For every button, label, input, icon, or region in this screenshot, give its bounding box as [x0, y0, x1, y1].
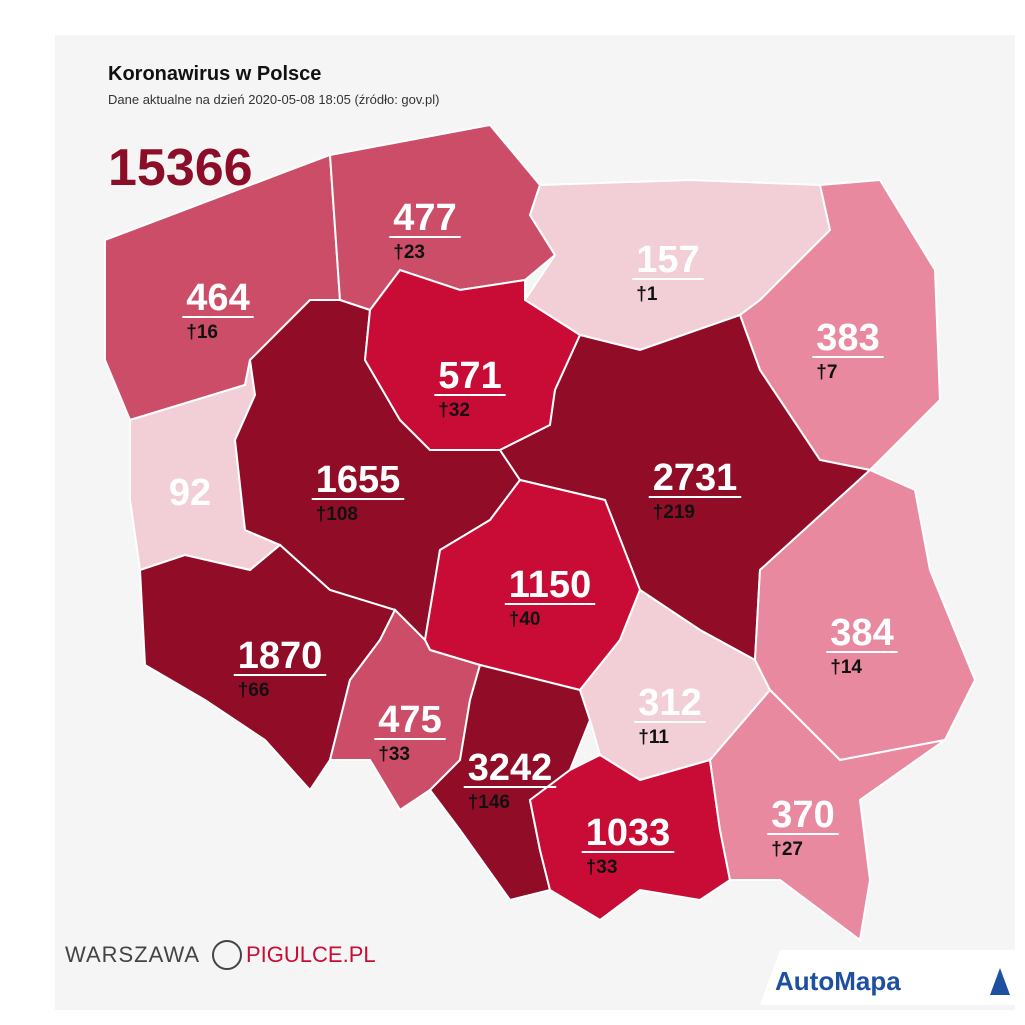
subtitle: Dane aktualne na dzień 2020-05-08 18:05 …: [108, 92, 439, 107]
deaths-label: †108: [316, 504, 358, 525]
cases-label: 92: [169, 472, 211, 514]
deaths-label: †7: [816, 362, 837, 383]
deaths-label: †66: [238, 680, 270, 701]
cases-label: 2731: [653, 457, 738, 499]
deaths-label: †27: [771, 839, 803, 860]
cases-label: 157: [636, 239, 699, 281]
cases-label: 312: [638, 682, 701, 724]
cases-label: 477: [393, 197, 456, 239]
cases-label: 383: [816, 317, 879, 359]
labels: 464 †16 477 †23 157 †1 383 †7 92 1655 †108 571 †32 27…: [169, 197, 898, 878]
deaths-label: †32: [438, 400, 470, 421]
cases-label: 464: [186, 277, 249, 319]
cases-label: 384: [830, 612, 893, 654]
cases-label: 370: [771, 794, 834, 836]
deaths-label: †23: [393, 242, 425, 263]
logo-right: AutoMapa: [775, 966, 901, 996]
cases-label: 1655: [316, 459, 401, 501]
deaths-label: †33: [378, 744, 410, 765]
cases-label: 3242: [468, 747, 553, 789]
region: [708, 688, 946, 942]
deaths-label: †40: [509, 609, 541, 630]
logo-left-b: PIGULCE.PL: [246, 942, 376, 967]
deaths-label: †16: [186, 322, 218, 343]
cases-label: 571: [438, 355, 501, 397]
cases-label: 1870: [238, 635, 323, 677]
map: [104, 123, 977, 942]
logo-band: [760, 950, 1015, 1005]
title: Koronawirus w Polsce: [108, 63, 321, 85]
deaths-label: †11: [638, 727, 669, 748]
deaths-label: †146: [468, 792, 510, 813]
deaths-label: †14: [830, 657, 862, 678]
cases-label: 1033: [586, 812, 671, 854]
deaths-label: †33: [586, 857, 618, 878]
logo-arrow: [990, 968, 1010, 995]
logo-icon: [212, 940, 242, 970]
total: 15366: [108, 139, 253, 197]
deaths-label: †219: [653, 502, 695, 523]
cases-label: 1150: [509, 564, 591, 606]
cases-label: 475: [378, 699, 441, 741]
region: [528, 753, 732, 922]
deaths-label: †1: [636, 284, 658, 305]
logo-left: WARSZAWA: [65, 942, 200, 967]
